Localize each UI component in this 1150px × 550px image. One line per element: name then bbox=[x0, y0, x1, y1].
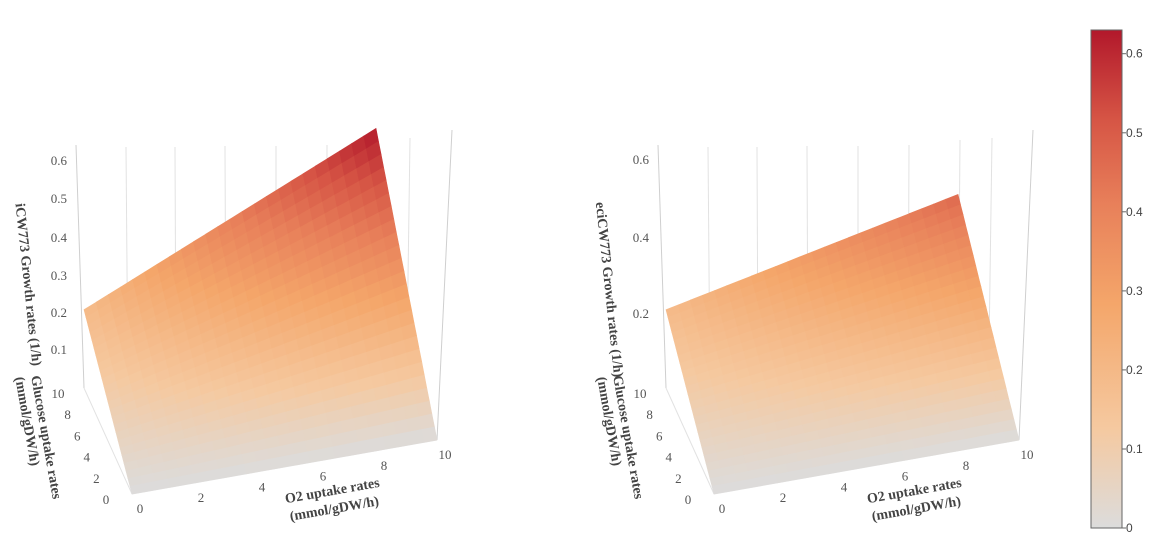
surface-patch bbox=[294, 451, 311, 466]
surface bbox=[665, 193, 1020, 495]
colorbar-ticks: 0 0.1 0.2 0.3 0.4 0.5 0.6 bbox=[1122, 47, 1143, 535]
y-tick-label: 4 bbox=[666, 450, 673, 465]
x-tick-label: 4 bbox=[841, 479, 848, 494]
y-tick-label: 6 bbox=[74, 428, 81, 443]
y-tick-label: 2 bbox=[93, 471, 100, 486]
z-tick-label: 0.6 bbox=[51, 153, 68, 168]
y-tick-label: 10 bbox=[634, 386, 647, 401]
colorbar-gradient bbox=[1090, 29, 1123, 529]
z-axis-title: iCW773 Growth rates (1/h) bbox=[11, 203, 43, 367]
surface-patch bbox=[319, 446, 336, 461]
surface-patch bbox=[421, 426, 438, 443]
surface-patch bbox=[218, 466, 235, 479]
z-tick-label: 0.2 bbox=[633, 306, 649, 321]
colorbar: 0 0.1 0.2 0.3 0.4 0.5 0.6 bbox=[1090, 29, 1143, 535]
surface-patch bbox=[332, 443, 349, 459]
x-tick-label: 4 bbox=[259, 479, 266, 494]
surface-patch bbox=[914, 445, 931, 459]
y-tick-label: 6 bbox=[656, 428, 663, 443]
surface-patch bbox=[269, 456, 285, 470]
y-tick-label: 8 bbox=[64, 407, 71, 422]
y-tick-label: 0 bbox=[103, 492, 110, 507]
z-tick-label: 0.4 bbox=[633, 230, 650, 245]
y-tick-label: 8 bbox=[646, 407, 653, 422]
z-tick-label: 0.4 bbox=[51, 230, 68, 245]
surface-patch bbox=[800, 467, 817, 479]
surface-patch bbox=[1003, 429, 1020, 443]
z-tick-label: 0.3 bbox=[51, 268, 67, 283]
y-tick-label: 4 bbox=[84, 450, 91, 465]
x-tick-label: 6 bbox=[902, 469, 909, 484]
surface-patch bbox=[889, 450, 905, 463]
z-tick-label: 0.5 bbox=[51, 191, 67, 206]
surface-patch bbox=[231, 463, 247, 477]
x-tick-label: 8 bbox=[963, 458, 970, 473]
surface-patch bbox=[281, 453, 298, 468]
x-tick-label: 2 bbox=[198, 490, 205, 505]
y-tick-label: 0 bbox=[685, 492, 692, 507]
z-axis-title: eciCW773 Growth rates (1/h) bbox=[592, 201, 625, 378]
colorbar-tick-label: 0.2 bbox=[1126, 363, 1143, 377]
z-tick-label: 0.2 bbox=[51, 305, 67, 320]
y-tick-label: 2 bbox=[675, 471, 682, 486]
x-tick-label: 6 bbox=[320, 469, 327, 484]
z-tick-label: 0.6 bbox=[633, 152, 650, 167]
colorbar-tick-label: 0.4 bbox=[1126, 205, 1143, 219]
x-tick-label: 10 bbox=[1021, 447, 1034, 462]
surface-patch bbox=[901, 448, 918, 461]
x-tick-label: 0 bbox=[137, 501, 144, 516]
surface-patch bbox=[825, 462, 842, 475]
colorbar-tick-label: 0.1 bbox=[1126, 442, 1143, 456]
x-tick-label: 10 bbox=[439, 447, 452, 462]
surface-patch bbox=[307, 448, 323, 463]
x-tick-label: 2 bbox=[780, 490, 787, 505]
colorbar-tick-label: 0 bbox=[1126, 521, 1133, 535]
surface-patch bbox=[256, 458, 273, 472]
surface-patch bbox=[876, 452, 893, 466]
x-tick-label: 0 bbox=[719, 501, 726, 516]
colorbar-tick-label: 0.6 bbox=[1126, 47, 1143, 61]
surface-patch bbox=[243, 461, 260, 475]
surface-patch bbox=[851, 457, 867, 470]
surface bbox=[83, 127, 438, 495]
colorbar-tick-label: 0.5 bbox=[1126, 126, 1143, 140]
z-tick-label: 0.1 bbox=[51, 342, 67, 357]
colorbar-tick-label: 0.3 bbox=[1126, 284, 1143, 298]
surface-patch bbox=[863, 455, 880, 468]
y-tick-label: 10 bbox=[52, 386, 65, 401]
x-tick-label: 8 bbox=[381, 458, 388, 473]
